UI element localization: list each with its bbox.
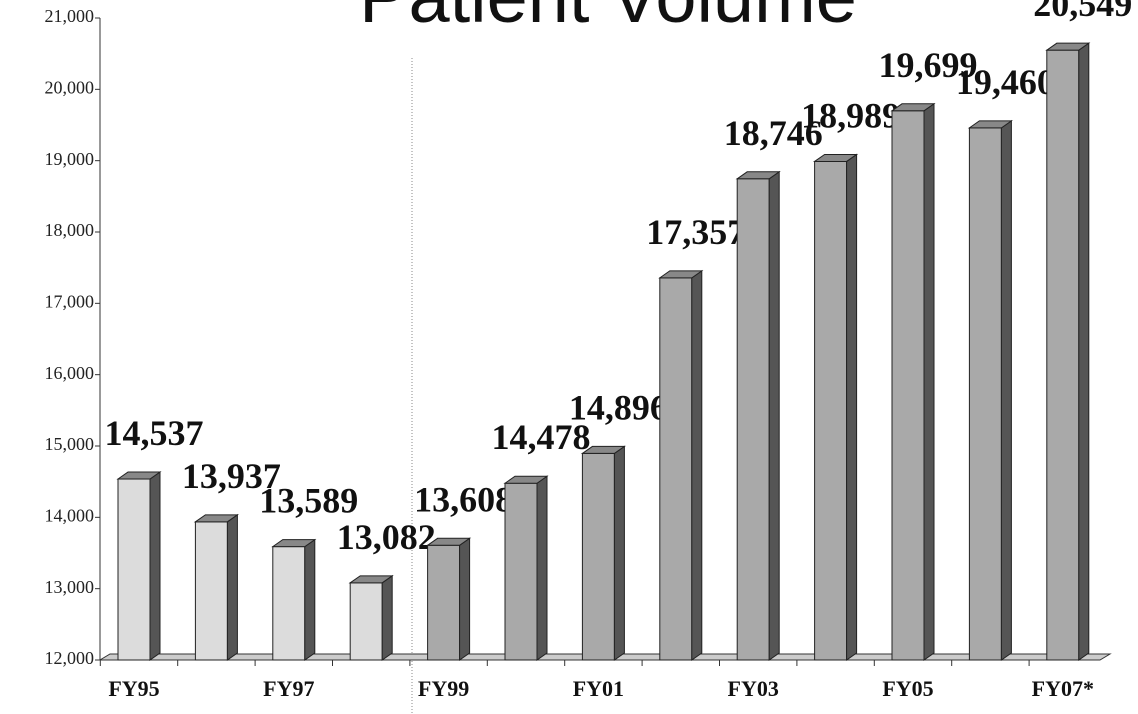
value-label: 17,357 [646,212,745,252]
bar-top [580,445,626,454]
y-tick-label: 19,000 [45,149,95,169]
bar [968,127,1002,661]
bar [814,160,848,661]
value-label: 14,537 [105,413,204,453]
y-tick-label: 14,000 [45,505,95,525]
bar [117,478,151,661]
bar [891,110,925,661]
bar-side [149,471,161,661]
bar-top [271,539,317,548]
bar [349,582,383,661]
value-label: 19,460 [956,62,1055,102]
bar [272,546,306,661]
bar-side [691,269,703,661]
y-tick-label: 15,000 [45,434,95,454]
bar-side [226,513,238,661]
bar-side [1078,42,1090,661]
value-label: 18,989 [801,95,900,135]
bar-top [426,537,472,546]
value-label: 14,478 [492,417,591,457]
bar-side [536,475,548,661]
y-tick-label: 17,000 [45,291,95,311]
bar-side [768,170,780,661]
bar-top [348,575,394,584]
bar-side [1000,119,1012,661]
value-label: 13,608 [414,479,513,519]
bar-top [813,153,859,162]
bar-top [735,171,781,180]
bar [504,482,538,661]
y-tick-label: 21,000 [45,6,95,26]
bar-top [116,471,162,480]
bar [1046,49,1080,661]
x-tick-label: FY95 [108,676,159,701]
bar [194,521,228,661]
x-tick-label: FY97 [263,676,314,701]
bar-top [503,475,549,484]
bar-side [381,574,393,661]
bar-side [613,445,625,661]
y-tick-label: 18,000 [45,220,95,240]
value-label: 20,549 [1033,0,1132,24]
value-label: 13,082 [337,517,436,557]
x-tick-label: FY07* [1032,676,1094,701]
bar-side [846,153,858,661]
value-label: 13,589 [259,481,358,521]
bar-side [459,537,471,661]
value-label: 19,699 [879,45,978,85]
bar-top [967,120,1013,129]
bar-top [193,514,239,523]
bar [659,277,693,661]
bar-top [658,270,704,279]
x-tick-label: FY05 [882,676,933,701]
y-tick-label: 13,000 [45,577,95,597]
x-tick-label: FY03 [728,676,779,701]
bar-side [923,102,935,661]
bar-top [1045,42,1091,51]
x-tick-label: FY01 [573,676,624,701]
value-label: 14,896 [569,387,668,427]
bar [581,452,615,661]
x-tick-label: FY99 [418,676,469,701]
bar-side [304,538,316,661]
bar-top [890,103,936,112]
y-tick-label: 16,000 [45,363,95,383]
bar [427,544,461,661]
y-tick-label: 12,000 [45,648,95,668]
bar [736,178,770,661]
y-tick-label: 20,000 [45,77,95,97]
chart-title: Patient Volume [359,0,857,38]
value-label: 13,937 [182,456,281,496]
value-label: 18,746 [724,113,823,153]
